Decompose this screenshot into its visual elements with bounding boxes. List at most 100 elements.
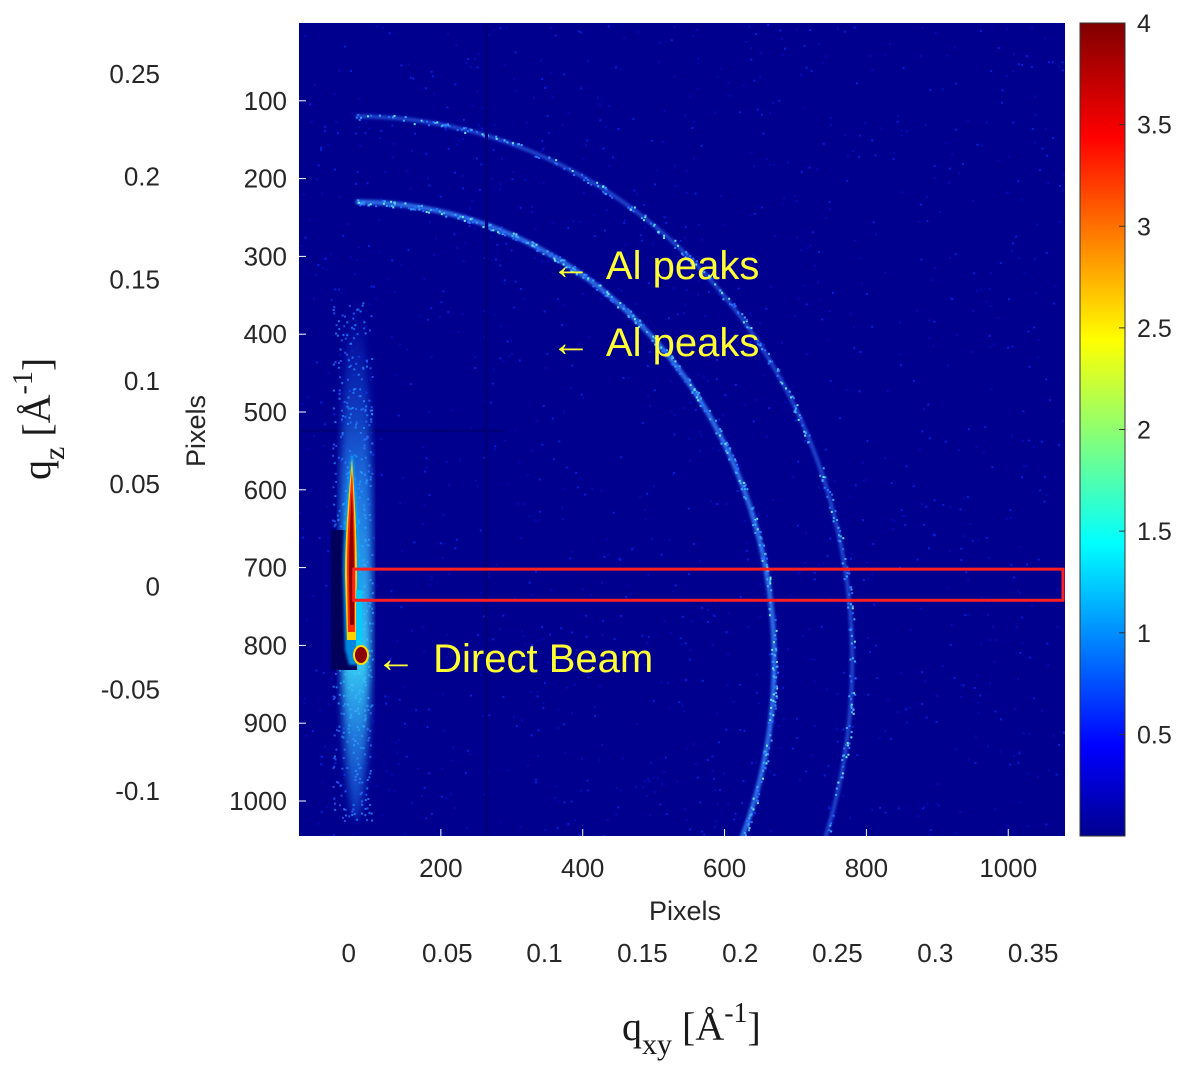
- noise-speckle: [375, 297, 377, 300]
- ring-speckle: [464, 131, 467, 134]
- ring-speckle: [714, 283, 717, 286]
- ring-speckle: [515, 235, 518, 238]
- noise-speckle: [320, 811, 323, 814]
- noise-speckle: [346, 223, 349, 226]
- noise-speckle: [679, 637, 682, 640]
- noise-speckle: [933, 177, 936, 180]
- ring-speckle: [469, 218, 472, 221]
- noise-speckle: [1023, 272, 1026, 275]
- ring-speckle: [756, 785, 759, 788]
- noise-speckle: [694, 762, 697, 765]
- noise-speckle: [623, 221, 626, 224]
- noise-speckle: [663, 216, 666, 219]
- noise-speckle: [503, 63, 506, 66]
- noise-speckle: [942, 504, 945, 507]
- ring-speckle: [360, 116, 363, 119]
- noise-speckle: [1021, 198, 1023, 201]
- noise-speckle: [560, 627, 563, 630]
- noise-speckle: [811, 754, 813, 757]
- noise-speckle: [496, 243, 499, 246]
- noise-speckle: [368, 303, 371, 306]
- noise-speckle: [535, 570, 537, 573]
- qxy-tick-label: 0.1: [526, 938, 562, 968]
- noise-speckle: [403, 686, 406, 689]
- noise-speckle: [357, 246, 360, 249]
- noise-speckle: [1061, 61, 1064, 64]
- noise-speckle: [334, 168, 337, 171]
- streak-speckle: [348, 305, 351, 308]
- noise-speckle: [760, 206, 763, 209]
- noise-speckle: [465, 61, 468, 64]
- noise-speckle: [544, 367, 547, 370]
- streak-speckle: [369, 669, 372, 672]
- noise-speckle: [495, 258, 497, 261]
- noise-speckle: [572, 220, 575, 223]
- noise-speckle: [1013, 707, 1016, 710]
- ring-speckle: [769, 601, 772, 604]
- ring-speckle: [749, 814, 752, 817]
- noise-speckle: [944, 440, 947, 443]
- noise-speckle: [816, 168, 819, 171]
- streak-speckle: [366, 360, 368, 363]
- ring-speckle: [606, 290, 609, 293]
- ring-speckle: [751, 507, 754, 510]
- noise-speckle: [1055, 773, 1058, 776]
- noise-speckle: [861, 461, 864, 464]
- noise-speckle: [338, 195, 341, 198]
- noise-speckle: [673, 25, 676, 28]
- noise-speckle: [301, 527, 304, 530]
- noise-speckle: [586, 789, 589, 792]
- noise-speckle: [617, 128, 620, 130]
- noise-speckle: [704, 315, 706, 318]
- noise-speckle: [591, 487, 594, 490]
- noise-speckle: [839, 417, 841, 419]
- ring-speckle: [848, 724, 851, 727]
- noise-speckle: [806, 247, 809, 250]
- ring-speckle: [817, 870, 819, 872]
- ring-speckle: [803, 430, 806, 433]
- ring-speckle: [470, 128, 473, 131]
- ring-speckle: [832, 520, 835, 523]
- noise-speckle: [825, 55, 828, 58]
- colorbar-tick-label: 4: [1137, 10, 1151, 38]
- ring-speckle: [848, 593, 851, 596]
- noise-speckle: [933, 534, 936, 537]
- streak-speckle: [335, 332, 338, 335]
- noise-speckle: [663, 771, 666, 773]
- noise-speckle: [809, 29, 812, 31]
- noise-speckle: [796, 524, 799, 527]
- noise-speckle: [1039, 168, 1042, 171]
- ring-speckle: [630, 206, 633, 209]
- noise-speckle: [778, 99, 781, 102]
- ring-speckle: [635, 322, 637, 325]
- streak-speckle: [369, 705, 372, 708]
- noise-speckle: [753, 812, 756, 815]
- noise-speckle: [951, 153, 954, 156]
- noise-speckle: [773, 722, 776, 725]
- streak-speckle: [334, 421, 337, 423]
- ring-speckle: [732, 454, 735, 457]
- noise-speckle: [499, 821, 502, 824]
- noise-speckle: [853, 346, 856, 349]
- streak-speckle: [369, 409, 372, 412]
- noise-speckle: [707, 620, 710, 623]
- noise-speckle: [920, 671, 923, 674]
- ring-speckle: [404, 202, 407, 205]
- noise-speckle: [712, 643, 714, 646]
- noise-speckle: [413, 541, 416, 544]
- noise-speckle: [787, 160, 790, 163]
- noise-speckle: [336, 132, 339, 135]
- noise-speckle: [805, 303, 808, 306]
- ring-speckle: [849, 586, 852, 589]
- noise-speckle: [431, 75, 434, 78]
- streak-speckle: [368, 736, 371, 739]
- ring-speckle: [643, 219, 645, 222]
- ring-speckle: [772, 675, 775, 678]
- noise-speckle: [879, 127, 882, 130]
- noise-speckle: [426, 177, 429, 180]
- ring-speckle: [841, 776, 844, 779]
- noise-speckle: [985, 536, 988, 539]
- noise-speckle: [997, 159, 1000, 162]
- ring-speckle: [669, 352, 672, 355]
- streak-speckle: [342, 334, 345, 337]
